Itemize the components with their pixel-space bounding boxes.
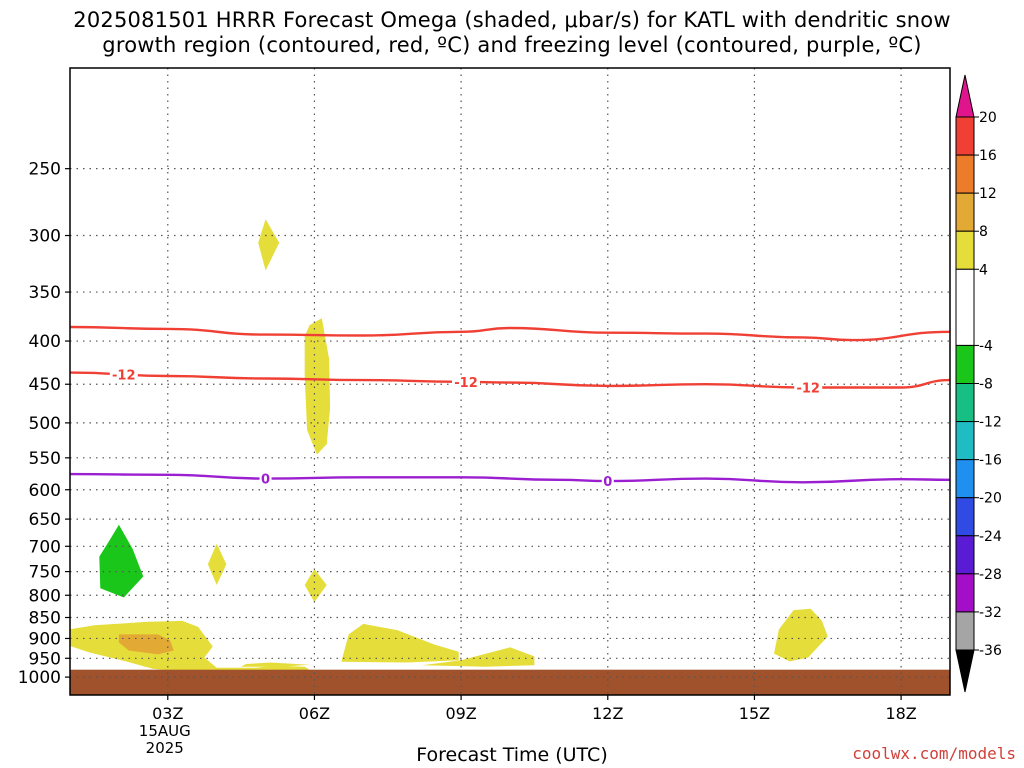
- omega-shaded-region-2: [207, 543, 227, 585]
- colorbar-bin-12: [955, 611, 975, 651]
- colorbar-label-1: 16: [979, 148, 997, 164]
- colorbar-label-0: 20: [979, 110, 997, 126]
- colorbar-bin-9: [955, 497, 975, 537]
- omega-shaded-region-3: [304, 569, 327, 603]
- colorbar-label-7: -12: [979, 415, 1002, 431]
- colorbar: 20 16 12 8 4 -4 -8 -12 -16 -20 -24 -28 -32 -36: [955, 74, 1002, 693]
- x-tick-label-15Z: 15Z: [739, 704, 770, 723]
- colorbar-label-12: -32: [979, 605, 1002, 621]
- omega-shaded-region-7: [774, 608, 828, 662]
- colorbar-bin-11: [955, 573, 975, 613]
- omega-shaded-region-5: [341, 623, 459, 663]
- contour-label-bg-1-2: [794, 380, 823, 395]
- y-tick-label-300: 300: [29, 227, 61, 247]
- y-tick-label-400: 400: [29, 332, 61, 352]
- colorbar-bin-5: [955, 344, 975, 384]
- colorbar-label-9: -20: [979, 491, 1002, 507]
- colorbar-label-11: -28: [979, 567, 1002, 583]
- contour-label-bg-2-1: [601, 474, 614, 489]
- axes: 2503003504004505005506006507007508008509…: [18, 67, 951, 757]
- x-tick-sublabel-date: 15AUG: [139, 722, 191, 740]
- omega-shaded-region-10: [99, 524, 144, 598]
- site-credit: coolwx.com/models: [852, 744, 1016, 763]
- colorbar-bottom-arrow: [955, 649, 975, 693]
- contour-label-1-0: -12: [112, 368, 136, 383]
- plot-frame: [69, 67, 951, 696]
- x-tick-label-12Z: 12Z: [592, 704, 623, 723]
- colorbar-label-5: -4: [979, 338, 993, 354]
- colorbar-label-3: 8: [979, 224, 988, 240]
- surface-fill: [70, 669, 950, 695]
- colorbar-bin-3: [955, 230, 975, 270]
- colorbar-bin-2: [955, 192, 975, 232]
- chart-title-line-2: growth region (contoured, red, ºC) and f…: [102, 33, 922, 57]
- y-tick-label-550: 550: [29, 449, 61, 469]
- omega-shaded-region-8: [241, 662, 310, 667]
- x-tick-label-09Z: 09Z: [445, 704, 476, 723]
- contour-label-2-1: 0: [603, 475, 612, 490]
- colorbar-label-10: -24: [979, 529, 1002, 545]
- x-tick-label-18Z: 18Z: [885, 704, 916, 723]
- contour-label-1-1: -12: [454, 376, 478, 391]
- colorbar-bin-0: [955, 116, 975, 156]
- y-tick-label-500: 500: [29, 414, 61, 434]
- omega-shaded-region-4: [70, 620, 310, 674]
- contour-line-2: [70, 472, 950, 484]
- x-tick-label-03Z: 03Z: [152, 704, 183, 723]
- colorbar-top-arrow: [955, 74, 975, 118]
- contour-label-1-2: -12: [796, 381, 820, 396]
- y-tick-label-650: 650: [29, 510, 61, 530]
- y-tick-label-850: 850: [29, 608, 61, 628]
- omega-shaded-region-6: [422, 647, 535, 667]
- x-axis-label: Forecast Time (UTC): [416, 744, 608, 766]
- x-tick-sublabel-year: 2025: [146, 739, 184, 757]
- shaded-regions: [70, 219, 828, 674]
- colorbar-bin-7: [955, 421, 975, 461]
- colorbar-bin-4: [955, 268, 975, 346]
- colorbar-label-2: 12: [979, 186, 997, 202]
- colorbar-label-6: -8: [979, 377, 993, 393]
- y-tick-label-600: 600: [29, 481, 61, 501]
- y-tick-label-350: 350: [29, 283, 61, 303]
- omega-shaded-region-1: [304, 318, 331, 455]
- y-tick-label-250: 250: [29, 160, 61, 180]
- y-tick-label-800: 800: [29, 586, 61, 606]
- colorbar-label-4: 4: [979, 262, 988, 278]
- colorbar-label-13: -36: [979, 643, 1002, 659]
- contour-label-bg-1-1: [452, 374, 480, 389]
- surface-ground-fill: [70, 669, 950, 695]
- x-tick-label-06Z: 06Z: [299, 704, 330, 723]
- contours: -12 -12 -12 0 0: [70, 325, 950, 490]
- omega-shaded-region-0: [258, 219, 280, 271]
- omega-shaded-region-9: [118, 634, 174, 655]
- contour-label-bg-1-0: [109, 367, 138, 382]
- colorbar-bin-6: [955, 383, 975, 423]
- y-tick-label-450: 450: [29, 375, 61, 395]
- colorbar-bin-1: [955, 154, 975, 194]
- y-tick-label-700: 700: [29, 537, 61, 557]
- contour-label-bg-2-0: [259, 471, 272, 486]
- y-tick-label-750: 750: [29, 563, 61, 583]
- colorbar-bin-8: [955, 459, 975, 499]
- contour-label-2-0: 0: [261, 473, 270, 488]
- colorbar-bin-10: [955, 535, 975, 575]
- y-tick-label-1000: 1000: [18, 668, 61, 688]
- y-tick-label-950: 950: [29, 649, 61, 669]
- contour-line-0: [70, 325, 950, 342]
- colorbar-label-8: -16: [979, 453, 1002, 469]
- y-tick-label-900: 900: [29, 629, 61, 649]
- chart-title-line-1: 2025081501 HRRR Forecast Omega (shaded, …: [73, 8, 951, 32]
